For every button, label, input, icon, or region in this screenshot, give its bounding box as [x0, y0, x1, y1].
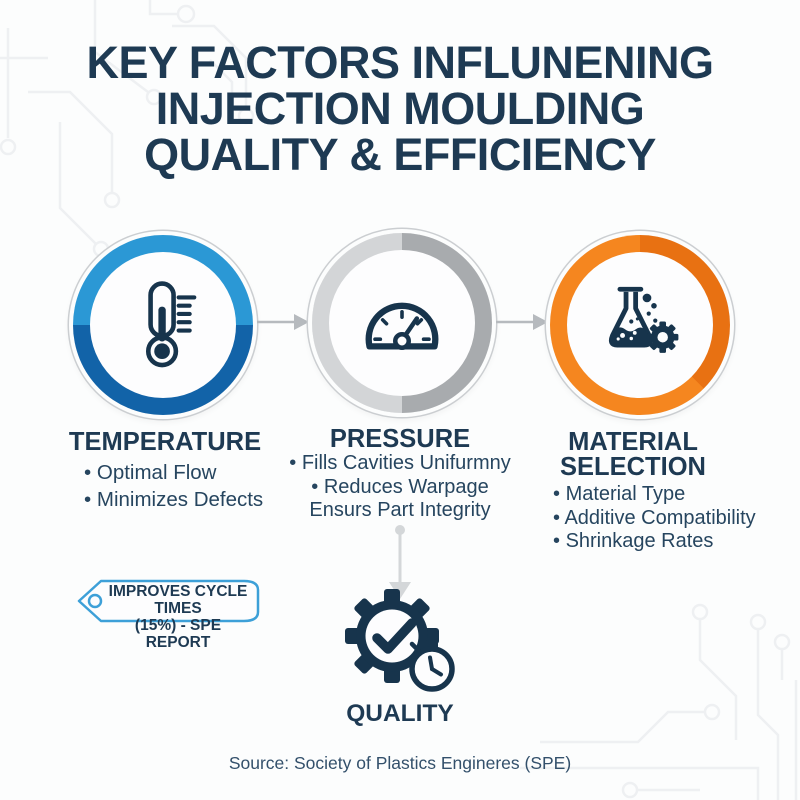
arrow-down-icon — [389, 525, 411, 599]
bullet-item: Minimizes Defects — [84, 486, 263, 513]
tag-icon — [77, 579, 260, 623]
bullet-item: Fills Cavities Unifurmny — [285, 452, 515, 476]
circuit-decoration-top-left — [0, 0, 255, 258]
gauge-icon — [365, 302, 439, 350]
arrow-right-icon — [496, 314, 548, 330]
arrow-right-icon — [257, 314, 309, 330]
temperature-heading: TEMPERATURE — [68, 428, 262, 456]
bullet-item: Material Type — [553, 483, 756, 507]
page-title: KEY FACTORS INFLUNENING INJECTION MOULDI… — [0, 40, 800, 178]
temperature-bullet-list: Optimal Flow Minimizes Defects — [84, 459, 263, 513]
pressure-ring — [312, 233, 492, 413]
bullet-item: Ensurs Part Integrity — [309, 499, 491, 521]
quality-label: QUALITY — [346, 700, 454, 727]
bullet-item: Additive Compatibility — [553, 507, 755, 531]
material-heading-line: SELECTION — [560, 453, 706, 481]
gear-check-stopwatch-icon — [345, 589, 455, 692]
material-bullet-list: Material Type Additive Compatibility Shr… — [553, 483, 756, 554]
pressure-heading: PRESSURE — [329, 425, 471, 453]
title-line: QUALITY & EFFICIENCY — [144, 129, 656, 180]
flask-gear-icon — [608, 286, 679, 353]
title-line: KEY FACTORS INFLUNENING — [86, 37, 714, 88]
bullet-item: Optimal Flow — [84, 459, 263, 486]
source-text: Source: Society of Plastics Engineres (S… — [228, 753, 572, 773]
bullet-item: Shrinkage Rates — [553, 530, 756, 554]
cycle-time-badge: IMPROVES CYCLE TIMES (15%) - SPE REPORT — [102, 583, 254, 651]
material-heading-line: MATERIAL — [568, 428, 698, 456]
badge-line: IMPROVES CYCLE TIMES — [108, 583, 248, 617]
thermometer-icon — [145, 281, 197, 368]
material-ring — [550, 235, 730, 415]
circuit-decoration-bottom-right — [520, 603, 798, 800]
badge-line: (15%) - SPE REPORT — [134, 617, 222, 651]
title-line: INJECTION MOULDING — [155, 83, 645, 134]
temperature-ring — [73, 235, 253, 415]
pressure-bullet-list: Fills Cavities Unifurmny Reduces Warpage… — [285, 452, 515, 523]
bullet-item: Reduces Warpage — [285, 476, 515, 500]
material-heading: MATERIAL SELECTION — [523, 428, 743, 481]
